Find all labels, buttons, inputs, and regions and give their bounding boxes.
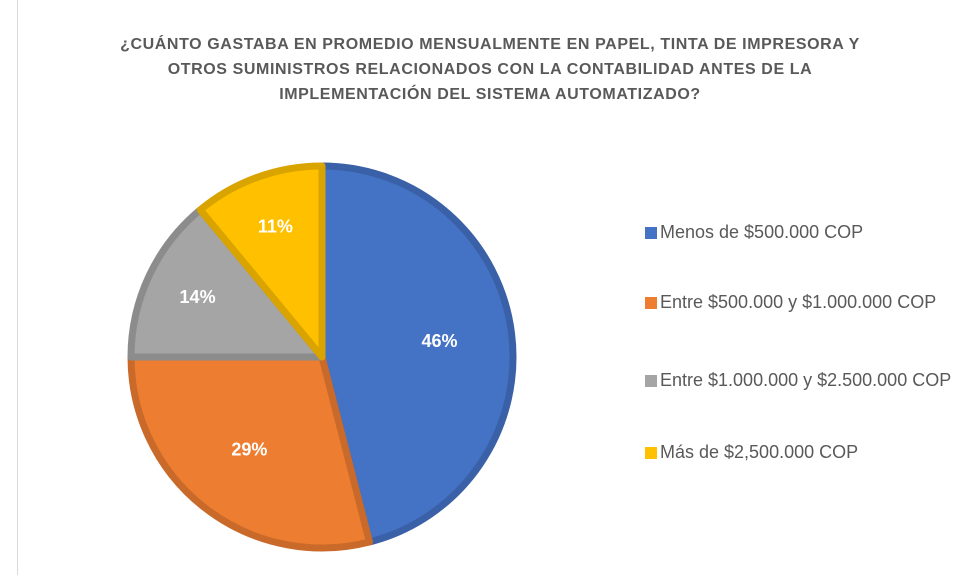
chart-frame bbox=[17, 0, 959, 575]
data-label: 46% bbox=[421, 331, 457, 351]
legend-item: Entre $1.000.000 y $2.500.000 COP bbox=[645, 368, 955, 393]
data-label: 14% bbox=[180, 287, 216, 307]
data-label: 11% bbox=[258, 216, 293, 236]
legend-item: Menos de $500.000 COP bbox=[645, 220, 955, 245]
pie-slice bbox=[127, 353, 373, 552]
pie-slice bbox=[127, 206, 326, 361]
legend-label: Menos de $500.000 COP bbox=[660, 222, 864, 242]
pie-slice bbox=[318, 162, 517, 546]
legend-swatch bbox=[645, 297, 657, 309]
pie-slice bbox=[196, 162, 326, 361]
legend-item: Más de $2,500.000 COP bbox=[645, 440, 955, 465]
chart-title: ¿CUÁNTO GASTABA EN PROMEDIO MENSUALMENTE… bbox=[120, 36, 860, 103]
legend-label: Más de $2,500.000 COP bbox=[660, 442, 859, 462]
data-label: 29% bbox=[231, 439, 267, 459]
legend-label: Entre $1.000.000 y $2.500.000 COP bbox=[660, 370, 952, 390]
legend-label: Entre $500.000 y $1.000.000 COP bbox=[660, 292, 937, 312]
legend-swatch bbox=[645, 447, 657, 459]
legend-swatch bbox=[645, 227, 657, 239]
legend-swatch bbox=[645, 375, 657, 387]
legend-item: Entre $500.000 y $1.000.000 COP bbox=[645, 290, 955, 315]
